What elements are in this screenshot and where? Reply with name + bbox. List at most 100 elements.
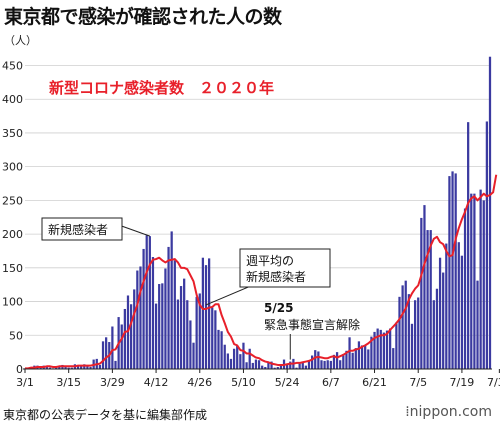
bar bbox=[310, 355, 314, 369]
brand-name: nippon.com bbox=[409, 404, 492, 420]
y-tick-label: 200 bbox=[2, 228, 23, 241]
bar bbox=[220, 331, 223, 369]
bar bbox=[198, 293, 201, 369]
bar bbox=[161, 283, 164, 369]
bar bbox=[170, 231, 173, 369]
bar bbox=[320, 360, 323, 369]
bar bbox=[398, 296, 401, 369]
x-tick-label: 5/24 bbox=[275, 376, 300, 389]
bar bbox=[236, 345, 239, 369]
x-tick-label: 3/15 bbox=[56, 376, 81, 389]
bar bbox=[133, 289, 136, 369]
bar bbox=[67, 367, 70, 369]
brand-mark-icon: ⁞ bbox=[405, 404, 410, 420]
bar bbox=[179, 286, 183, 369]
bar bbox=[123, 308, 126, 369]
bar bbox=[101, 341, 105, 369]
bar bbox=[245, 362, 248, 369]
bar bbox=[45, 366, 48, 369]
y-tick-label: 400 bbox=[2, 93, 23, 106]
bar bbox=[279, 365, 283, 369]
y-tick-label: 450 bbox=[2, 59, 23, 72]
bar bbox=[114, 360, 117, 369]
bar bbox=[460, 255, 464, 369]
bar bbox=[454, 173, 457, 369]
bar bbox=[286, 363, 289, 369]
bar bbox=[195, 296, 198, 369]
bar bbox=[395, 322, 398, 369]
bar bbox=[111, 326, 114, 369]
bar bbox=[70, 367, 73, 369]
bar bbox=[270, 361, 273, 369]
bar bbox=[192, 342, 195, 369]
bar bbox=[48, 367, 52, 369]
bar bbox=[457, 242, 460, 369]
x-tick-label: 5/10 bbox=[231, 376, 256, 389]
bar bbox=[167, 246, 170, 369]
bar bbox=[385, 330, 389, 369]
y-tick-label: 150 bbox=[2, 262, 23, 275]
bar bbox=[332, 354, 336, 369]
bar bbox=[204, 265, 208, 369]
bar bbox=[360, 345, 364, 369]
bar bbox=[173, 260, 176, 369]
x-tick-label: 7/19 bbox=[450, 376, 475, 389]
bar bbox=[136, 270, 139, 369]
bar bbox=[442, 272, 445, 369]
bar bbox=[80, 365, 83, 369]
bar bbox=[208, 258, 211, 369]
bar bbox=[345, 350, 348, 369]
bar bbox=[148, 236, 151, 369]
bar bbox=[105, 337, 108, 369]
bar bbox=[382, 332, 386, 369]
x-tick-label: 4/26 bbox=[187, 376, 212, 389]
bar bbox=[76, 365, 80, 369]
bar bbox=[417, 297, 420, 369]
bar bbox=[413, 300, 417, 369]
bar bbox=[142, 248, 145, 369]
bar bbox=[267, 362, 270, 369]
y-tick-label: 100 bbox=[2, 296, 23, 309]
bar bbox=[348, 337, 351, 369]
bar bbox=[379, 329, 382, 369]
bar bbox=[289, 361, 292, 369]
bar bbox=[323, 360, 326, 369]
annotation-text: 新規感染者 bbox=[48, 222, 108, 237]
y-tick-label: 350 bbox=[2, 127, 23, 140]
annotation-text: 週平均の bbox=[246, 254, 294, 268]
bar bbox=[479, 189, 482, 369]
bar bbox=[232, 348, 236, 369]
bar bbox=[314, 350, 317, 369]
bar bbox=[404, 280, 407, 369]
bar bbox=[376, 328, 379, 369]
x-tick-label: 3/29 bbox=[100, 376, 125, 389]
bar bbox=[86, 366, 89, 369]
bar bbox=[476, 280, 479, 369]
bar bbox=[339, 360, 342, 369]
bar bbox=[451, 171, 454, 369]
bar bbox=[129, 304, 133, 369]
bar bbox=[120, 324, 123, 369]
bar bbox=[139, 266, 142, 369]
bar bbox=[467, 122, 470, 369]
bar bbox=[420, 217, 423, 369]
bar bbox=[273, 367, 276, 369]
bar bbox=[189, 320, 192, 369]
bar bbox=[276, 366, 279, 369]
x-tick-label: 6/21 bbox=[362, 376, 387, 389]
annotation-text: 緊急事態宣言解除 bbox=[264, 317, 360, 332]
bar bbox=[488, 56, 492, 369]
annotation-text: 5/25 bbox=[264, 301, 293, 315]
bar bbox=[251, 362, 254, 369]
bar bbox=[145, 235, 148, 369]
bar bbox=[239, 354, 242, 369]
bar bbox=[307, 360, 311, 369]
bar bbox=[298, 363, 301, 369]
bar bbox=[438, 257, 442, 369]
source-note: 東京都の公表データを基に編集部作成 bbox=[3, 408, 208, 422]
bar bbox=[435, 288, 439, 369]
annotation-box bbox=[239, 248, 331, 288]
bar bbox=[357, 341, 361, 369]
bar bbox=[389, 328, 392, 369]
bar bbox=[429, 230, 432, 369]
